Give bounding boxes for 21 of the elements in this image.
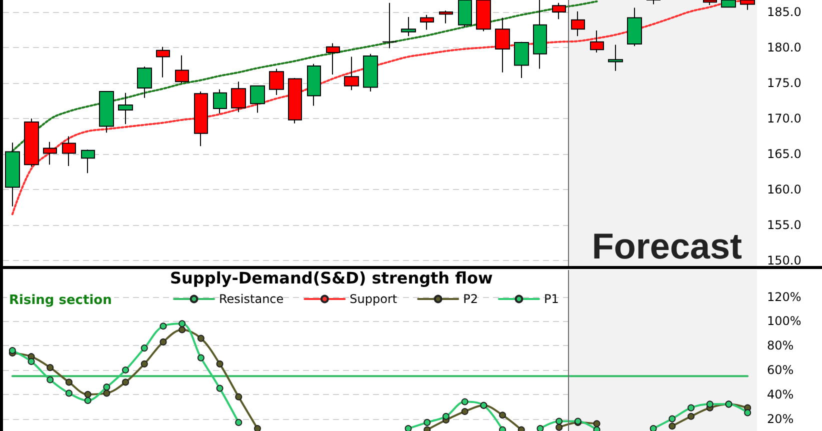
y-tick-label: 160.0 [767, 182, 802, 196]
annotation: Rising section [9, 293, 112, 308]
y-tick-label: 185.0 [767, 5, 802, 20]
legend-label: Support [350, 292, 398, 306]
chart-title: Supply-Demand(S&D) strength flow [170, 268, 493, 288]
y-tick-label: 150.0 [767, 253, 802, 268]
y-tick-label: 165.0 [767, 146, 802, 161]
y-tick-label: 20% [767, 412, 794, 426]
annotation: Forecast [592, 226, 742, 266]
y-tick-label: 180.0 [767, 40, 802, 55]
legend-label: P1 [544, 292, 559, 306]
legend-label: P2 [463, 292, 478, 306]
y-tick-label: 80% [767, 338, 794, 353]
y-tick-label: 170.0 [767, 111, 802, 126]
y-tick-label: 100% [767, 314, 802, 328]
y-tick-label: 40% [767, 387, 794, 402]
y-tick-label: 175.0 [767, 76, 802, 90]
y-tick-label: 60% [767, 363, 794, 378]
y-tick-label: 120% [767, 290, 802, 304]
legend-label: Resistance [219, 292, 284, 306]
y-tick-label: 155.0 [767, 218, 802, 232]
